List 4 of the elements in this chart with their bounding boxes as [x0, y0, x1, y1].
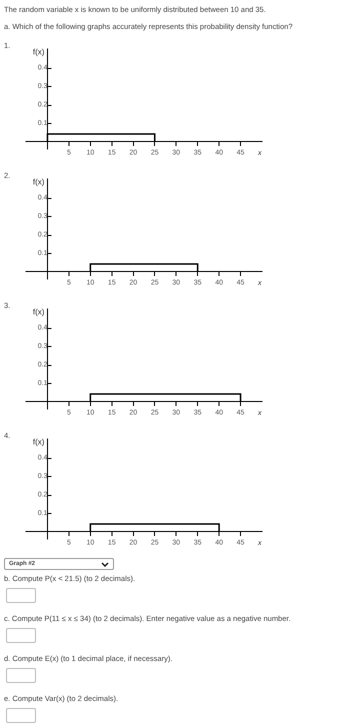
- y-axis-title: f(x): [32, 307, 45, 316]
- y-axis-title: f(x): [32, 177, 45, 186]
- y-axis-title: f(x): [32, 47, 45, 56]
- y-axis-title: f(x): [32, 437, 45, 446]
